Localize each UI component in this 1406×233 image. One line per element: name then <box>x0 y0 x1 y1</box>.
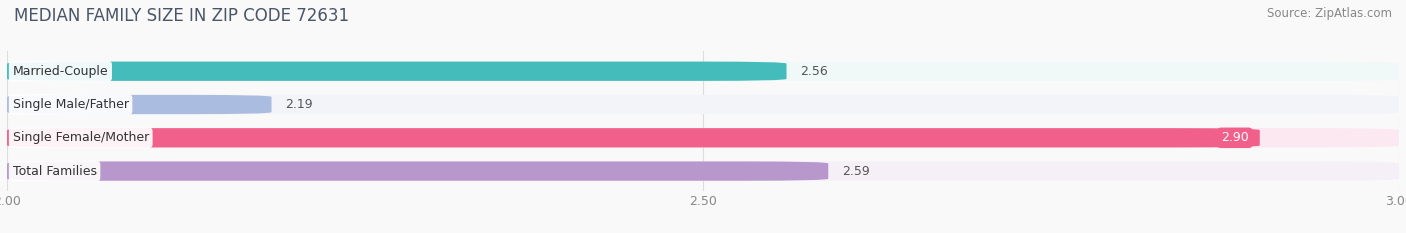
Text: Married-Couple: Married-Couple <box>13 65 108 78</box>
Text: Single Male/Father: Single Male/Father <box>13 98 128 111</box>
FancyBboxPatch shape <box>7 128 1260 147</box>
Text: MEDIAN FAMILY SIZE IN ZIP CODE 72631: MEDIAN FAMILY SIZE IN ZIP CODE 72631 <box>14 7 349 25</box>
FancyBboxPatch shape <box>7 161 1399 181</box>
Text: Source: ZipAtlas.com: Source: ZipAtlas.com <box>1267 7 1392 20</box>
FancyBboxPatch shape <box>7 95 271 114</box>
Text: Total Families: Total Families <box>13 164 97 178</box>
Text: 2.56: 2.56 <box>800 65 828 78</box>
FancyBboxPatch shape <box>7 62 1399 81</box>
FancyBboxPatch shape <box>7 95 1399 114</box>
Text: 2.90: 2.90 <box>1220 131 1249 144</box>
Text: 2.59: 2.59 <box>842 164 870 178</box>
Text: Single Female/Mother: Single Female/Mother <box>13 131 149 144</box>
Text: 2.19: 2.19 <box>285 98 314 111</box>
FancyBboxPatch shape <box>7 161 828 181</box>
FancyBboxPatch shape <box>7 128 1399 147</box>
FancyBboxPatch shape <box>7 62 786 81</box>
